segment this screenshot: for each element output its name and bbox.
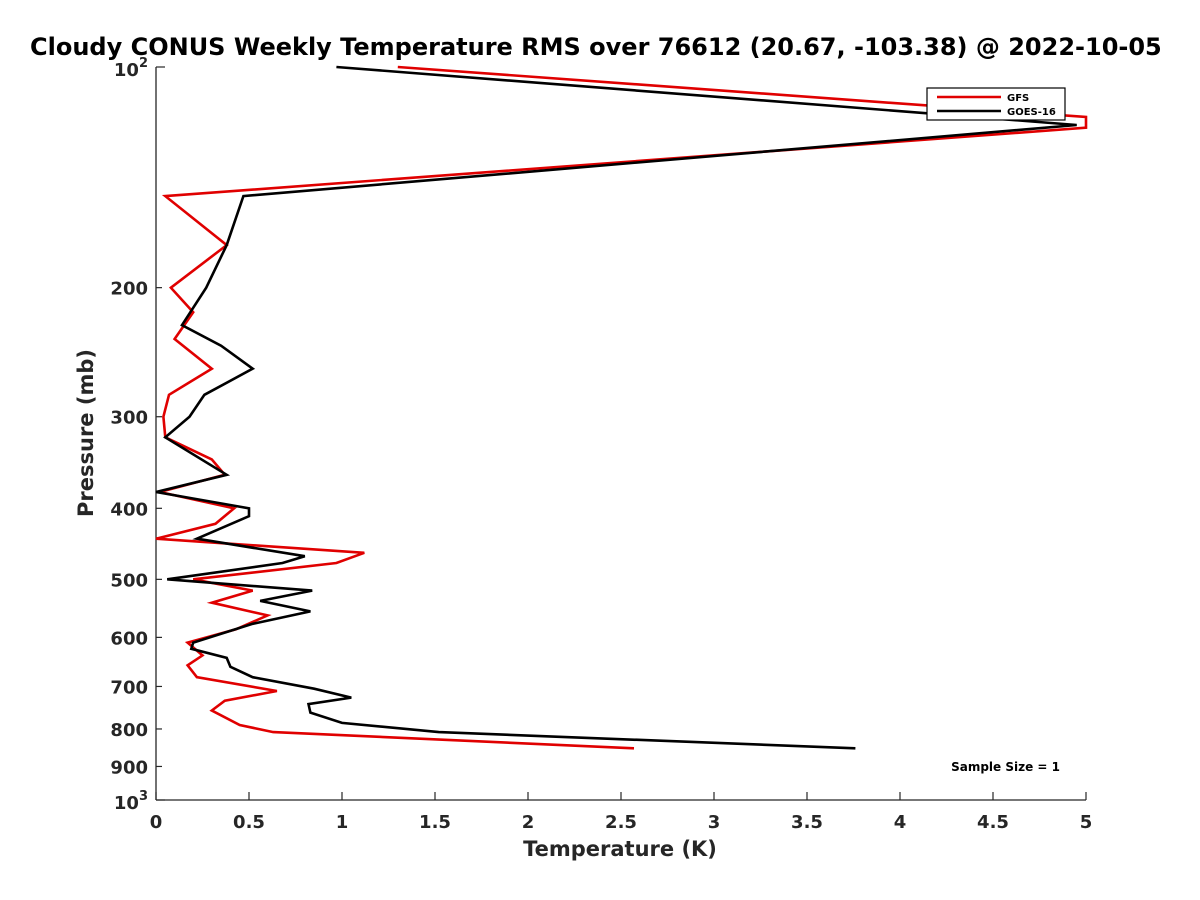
chart-title: Cloudy CONUS Weekly Temperature RMS over… <box>30 33 1162 61</box>
x-tick-label: 2 <box>522 812 535 833</box>
series-line-gfs <box>155 65 1088 750</box>
x-tick-label: 0 <box>150 812 163 833</box>
y-tick-label: 103 <box>114 789 148 814</box>
y-tick-exponent: 2 <box>139 56 148 71</box>
x-tick-label: 3 <box>708 812 721 833</box>
series-line-goes-16 <box>155 65 1077 750</box>
y-tick-label: 500 <box>110 570 148 591</box>
y-tick-exponent: 3 <box>139 789 148 804</box>
y-axis-label: Pressure (mb) <box>74 349 98 517</box>
x-tick-label: 0.5 <box>233 812 265 833</box>
y-tick-label: 600 <box>110 628 148 649</box>
y-tick-label: 700 <box>110 677 148 698</box>
y-tick-label: 300 <box>110 408 148 429</box>
y-tick-label: 800 <box>110 720 148 741</box>
legend-label: GOES-16 <box>1007 107 1056 118</box>
x-axis-ticks: 0 0.5 1 1.5 2 2.5 3 3.5 4 4.5 5 <box>150 792 1093 833</box>
x-tick-label: 4.5 <box>977 812 1009 833</box>
y-tick-base: 10 <box>114 793 139 814</box>
x-axis-label: Temperature (K) <box>523 837 717 861</box>
x-tick-label: 3.5 <box>791 812 823 833</box>
legend-label: GFS <box>1007 93 1029 104</box>
y-tick-label: 102 <box>114 56 148 81</box>
y-tick-label: 900 <box>110 757 148 778</box>
x-tick-label: 1.5 <box>419 812 451 833</box>
y-tick-label: 200 <box>110 279 148 300</box>
y-tick-base: 10 <box>114 60 139 81</box>
x-tick-label: 1 <box>336 812 349 833</box>
x-tick-label: 4 <box>894 812 907 833</box>
legend-box <box>926 87 1066 121</box>
y-tick-label: 400 <box>110 499 148 520</box>
x-tick-label: 5 <box>1080 812 1093 833</box>
x-tick-label: 2.5 <box>605 812 637 833</box>
legend: GFS GOES-16 <box>926 87 1066 121</box>
series-layer <box>155 65 1088 750</box>
sample-size-annotation: Sample Size = 1 <box>951 760 1060 774</box>
